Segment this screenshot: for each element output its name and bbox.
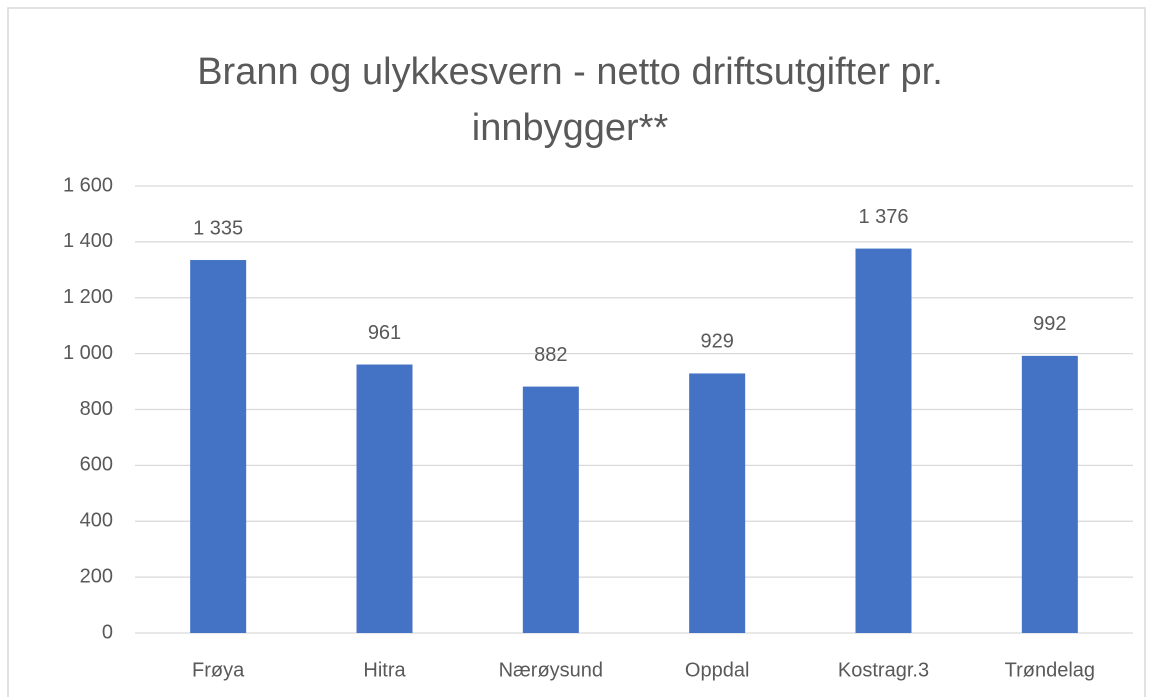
bar	[1021, 355, 1078, 633]
bar	[689, 373, 746, 633]
y-tick-label: 200	[80, 565, 113, 587]
x-tick-label: Trøndelag	[1005, 659, 1095, 681]
bar	[356, 364, 413, 633]
chart-title: Brann og ulykkesvern - netto driftsutgif…	[197, 51, 943, 149]
y-tick-label: 800	[80, 398, 113, 420]
y-tick-label: 1 600	[63, 174, 113, 196]
x-tick-label: Frøya	[192, 659, 245, 681]
data-label: 882	[534, 344, 567, 366]
data-label: 1 335	[193, 217, 243, 239]
data-label: 961	[368, 322, 401, 344]
y-tick-label: 1 200	[63, 286, 113, 308]
data-label: 1 376	[858, 206, 908, 228]
y-tick-label: 600	[80, 454, 113, 476]
bar	[522, 386, 579, 633]
bar	[855, 248, 912, 633]
y-tick-label: 0	[102, 621, 113, 643]
x-tick-label: Nærøysund	[499, 659, 603, 681]
y-tick-label: 400	[80, 510, 113, 532]
x-tick-label: Oppdal	[685, 659, 750, 681]
y-tick-label: 1 400	[63, 230, 113, 252]
data-label: 992	[1033, 313, 1066, 335]
bar	[190, 260, 247, 633]
y-tick-label: 1 000	[63, 342, 113, 364]
data-label: 929	[700, 331, 733, 353]
x-tick-label: Hitra	[363, 659, 406, 681]
x-tick-label: Kostragr.3	[838, 659, 929, 681]
